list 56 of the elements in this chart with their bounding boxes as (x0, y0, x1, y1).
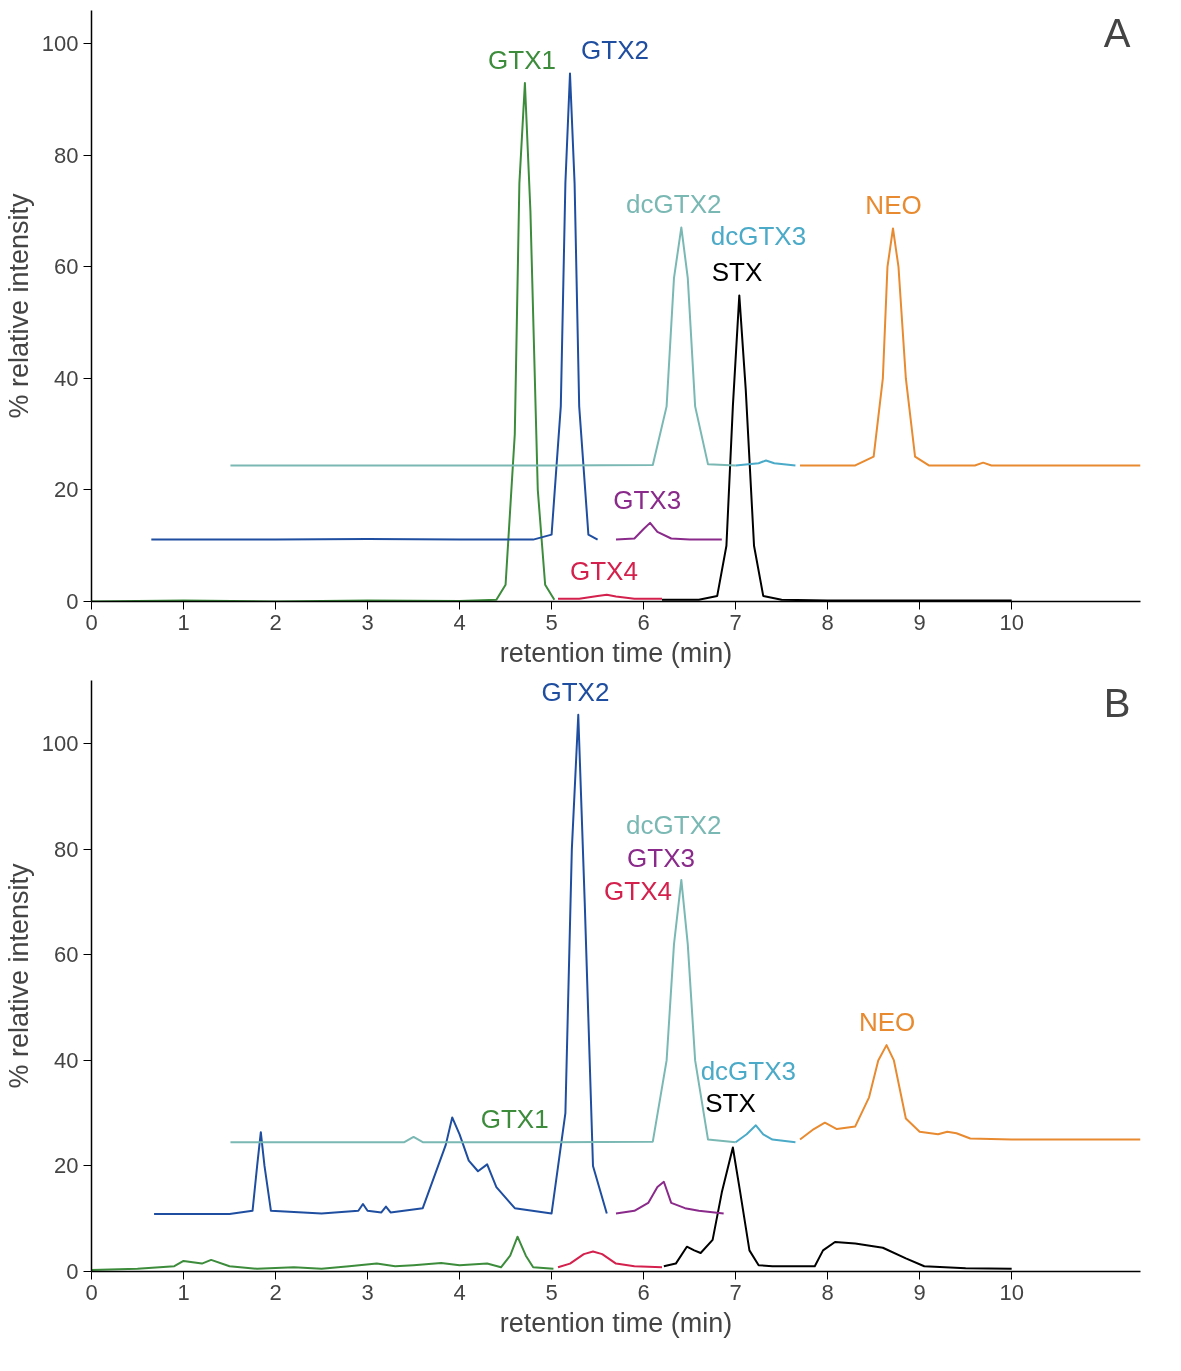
y-tick-label: 40 (54, 1047, 79, 1073)
x-tick-label: 2 (269, 609, 282, 635)
y-tick-label: 20 (54, 1153, 79, 1179)
x-tick-label: 1 (177, 609, 190, 635)
x-tick-label: 0 (85, 1279, 98, 1305)
series-label: GTX4 (569, 556, 638, 587)
text: dcGTX2 (626, 810, 722, 841)
y-tick-label: 80 (54, 142, 79, 168)
x-tick-label: 9 (913, 609, 926, 635)
x-tick-label: 8 (821, 1279, 834, 1305)
x-tick-label: 4 (453, 609, 466, 635)
y-tick-label: 60 (54, 942, 79, 968)
y-tick-label: 80 (54, 836, 79, 862)
text: GTX1 (480, 1103, 549, 1134)
x-tick-label: 9 (913, 1279, 926, 1305)
annotation: A (1103, 10, 1131, 55)
y-tick-label: 40 (54, 365, 79, 391)
x-tick-label: 10 (999, 1279, 1024, 1305)
text: dcGTX3 (710, 221, 807, 252)
text: GTX4 (604, 875, 672, 906)
x-tick-label: 2 (269, 1279, 282, 1305)
x-tick-label: 10 (999, 609, 1024, 635)
x-axis-title: retention time (min) (499, 637, 733, 668)
x-tick-label: 7 (729, 1279, 742, 1305)
y-tick-label: 60 (54, 254, 79, 280)
x-axis-title: retention time (min) (499, 1307, 733, 1338)
y-tick-label: 20 (54, 477, 79, 503)
x-tick-label: 3 (361, 609, 374, 635)
text: dcGTX3 (700, 1055, 797, 1086)
annotation: B (1103, 680, 1131, 725)
x-tick-label: 7 (729, 609, 742, 635)
y-tick-label: 100 (41, 31, 79, 57)
x-tick-label: 5 (545, 609, 558, 635)
x-tick-label: 3 (361, 1279, 374, 1305)
x-tick-label: 0 (85, 609, 98, 635)
series-label: NEO (858, 1007, 916, 1038)
y-axis-title: % relative intensity (3, 192, 34, 419)
series-label: STX (711, 257, 763, 288)
series-label: GTX1 (488, 44, 557, 75)
series-label: STX (705, 1088, 756, 1119)
series-label: GTX2 (581, 35, 649, 66)
x-tick-label: 1 (177, 1279, 190, 1305)
y-axis-title: % relative intensity (3, 862, 34, 1089)
x-tick-label: 5 (545, 1279, 558, 1305)
y-tick-label: 100 (41, 731, 79, 757)
series-label: GTX2 (541, 676, 610, 707)
series-label: dcGTX2 (626, 189, 722, 220)
text: GTX3 (627, 843, 695, 874)
x-tick-label: 6 (637, 1279, 650, 1305)
y-tick-label: 0 (66, 589, 79, 614)
y-tick-label: 0 (66, 1259, 79, 1284)
series-label: NEO (865, 190, 922, 221)
x-tick-label: 6 (637, 609, 650, 635)
series-label: GTX3 (613, 484, 682, 515)
x-tick-label: 4 (453, 1279, 466, 1305)
x-tick-label: 8 (821, 609, 834, 635)
